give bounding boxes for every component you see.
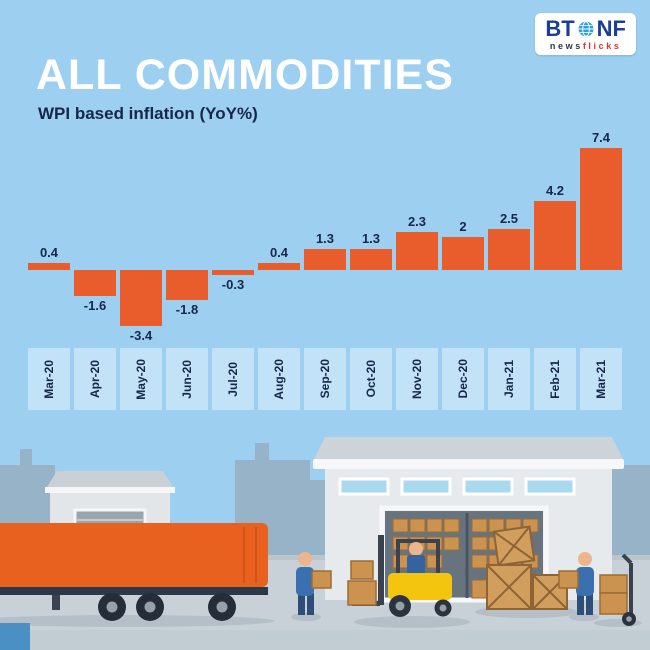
value-label: 0.4 [39, 245, 59, 261]
bar [258, 263, 300, 270]
value-label: 1.3 [361, 230, 381, 246]
value-label: 4.2 [545, 182, 565, 198]
logo-tagline: newsflicks [545, 42, 626, 51]
category-label: Sep-20 [318, 359, 332, 399]
bar [442, 237, 484, 270]
value-label: 1.3 [315, 230, 335, 246]
value-label: 2.5 [499, 210, 519, 226]
bar [350, 248, 392, 270]
category-label: Mar-21 [594, 359, 608, 399]
chart-column: Jan-21 2.5 [488, 120, 530, 410]
chart-column: Mar-21 7.4 [580, 120, 622, 410]
category-band: Jan-21 [488, 348, 530, 410]
tagline-news: news [549, 41, 583, 51]
category-label: Mar-20 [42, 359, 56, 399]
category-band: Feb-21 [534, 348, 576, 410]
category-label: Feb-21 [548, 359, 562, 399]
chart-column: Apr-20 -1.6 [74, 120, 116, 410]
bar [534, 200, 576, 270]
bar-chart: Mar-20 0.4 Apr-20 -1.6 May-20 -3.4 Jun-20 -1.8 J… [28, 120, 622, 410]
chart-column: May-20 -3.4 [120, 120, 162, 410]
bar [120, 270, 162, 327]
value-label: -3.4 [129, 328, 153, 344]
value-label: -1.8 [175, 301, 199, 317]
chart-column: Sep-20 1.3 [304, 120, 346, 410]
chart-column: Jul-20 -0.3 [212, 120, 254, 410]
forklift-boxes [347, 560, 377, 606]
chart-column: Feb-21 4.2 [534, 120, 576, 410]
category-label: Jan-21 [502, 359, 516, 399]
category-label: Oct-20 [364, 360, 378, 398]
driver-head [409, 542, 423, 556]
bar [166, 270, 208, 300]
bar [74, 270, 116, 297]
bar [28, 263, 70, 270]
category-label: May-20 [134, 358, 148, 400]
forklift [347, 535, 470, 628]
bar [580, 147, 622, 270]
logo-bt-text: BT [545, 16, 575, 41]
driver-body [407, 555, 425, 575]
category-label: Aug-20 [272, 358, 286, 400]
value-label: 2 [459, 219, 467, 234]
logo-wordmark: BT NF [545, 18, 626, 40]
category-band: Mar-20 [28, 348, 70, 410]
chart-column: Mar-20 0.4 [28, 120, 70, 410]
brand-logo: BT NF newsflicks [535, 13, 636, 55]
category-band: Nov-20 [396, 348, 438, 410]
bar [396, 232, 438, 270]
hand-truck [594, 553, 642, 627]
bar [488, 228, 530, 270]
category-band: Jun-20 [166, 348, 208, 410]
category-band: Apr-20 [74, 348, 116, 410]
warehouse-windows [338, 477, 576, 496]
category-band: Sep-20 [304, 348, 346, 410]
chart-column: Nov-20 2.3 [396, 120, 438, 410]
chart-column: Aug-20 0.4 [258, 120, 300, 410]
chart-column: Dec-20 2 [442, 120, 484, 410]
category-band: May-20 [120, 348, 162, 410]
blue-box [0, 623, 30, 650]
value-label: 0.4 [269, 245, 289, 261]
logo-nf-text: NF [596, 16, 626, 41]
bar [212, 270, 254, 275]
bar [304, 248, 346, 270]
worker-carrying-box [291, 552, 332, 621]
category-band: Mar-21 [580, 348, 622, 410]
value-label: 2.3 [407, 214, 427, 230]
truck [0, 523, 275, 627]
tagline-flicks: flicks [582, 41, 622, 51]
chart-subtitle: WPI based inflation (YoY%) [38, 104, 258, 123]
category-label: Nov-20 [410, 358, 424, 399]
globe-icon [578, 21, 594, 37]
chart-column: Jun-20 -1.8 [166, 120, 208, 410]
value-label: -1.6 [83, 298, 107, 314]
category-label: Dec-20 [456, 359, 470, 399]
truck-wheels [98, 593, 236, 621]
warehouse-scene-illustration [0, 437, 650, 650]
category-label: Jun-20 [180, 359, 194, 399]
value-label: -0.3 [221, 276, 245, 292]
value-label: 7.4 [591, 129, 611, 145]
category-label: Jul-20 [226, 361, 240, 397]
wooden-crates [475, 525, 579, 618]
category-band: Dec-20 [442, 348, 484, 410]
category-band: Jul-20 [212, 348, 254, 410]
page-title: ALL COMMODITIES [36, 51, 454, 99]
worker-carrying-box-right [558, 552, 599, 621]
category-band: Aug-20 [258, 348, 300, 410]
category-label: Apr-20 [88, 359, 102, 398]
category-band: Oct-20 [350, 348, 392, 410]
chart-column: Oct-20 1.3 [350, 120, 392, 410]
